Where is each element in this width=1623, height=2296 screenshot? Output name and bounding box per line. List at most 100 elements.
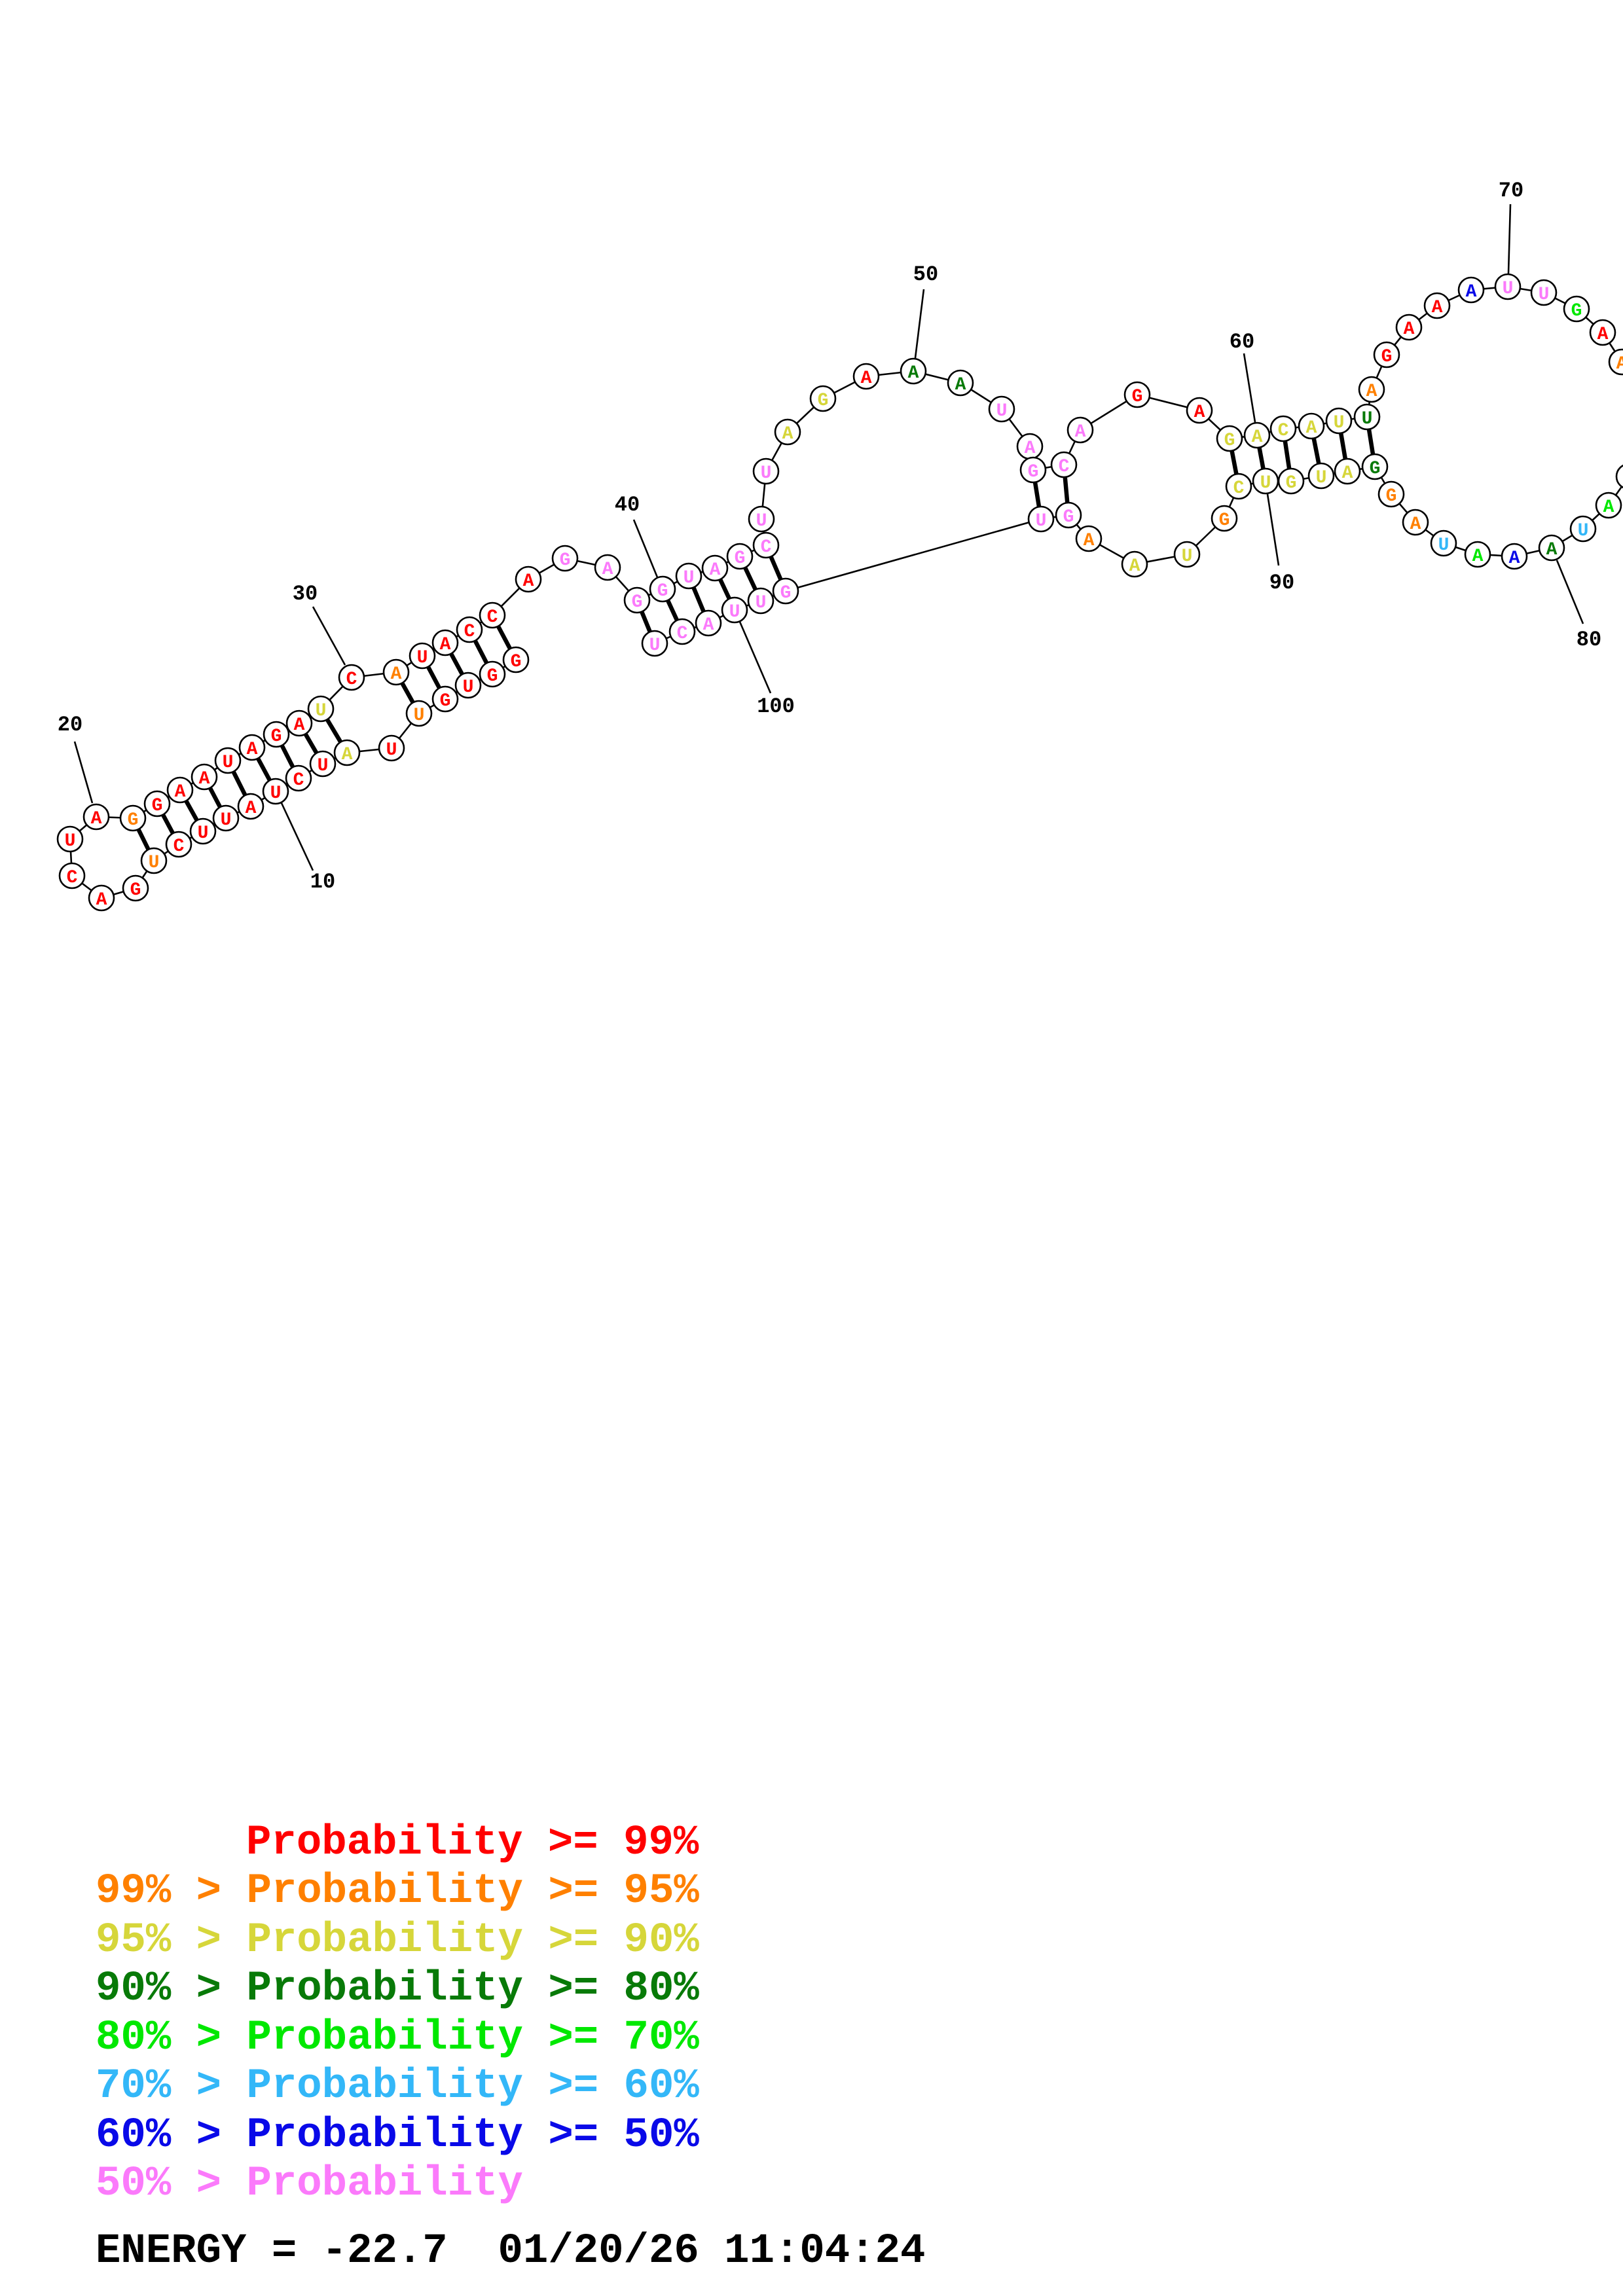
label-pointer-line-80 bbox=[1556, 560, 1584, 624]
nucleotide-base-51: A bbox=[955, 375, 966, 395]
legend-row-prob-60-70: 70% > Probability >= 60% bbox=[96, 2063, 699, 2110]
energy-timestamp-text: ENERGY = -22.7 01/20/26 11:04:24 bbox=[96, 2228, 926, 2275]
position-label-10: 10 bbox=[310, 870, 335, 894]
nucleotide-base-63: U bbox=[1334, 413, 1345, 433]
nucleotide-base-81: A bbox=[1509, 548, 1520, 569]
nucleotide-circle-8 bbox=[309, 750, 337, 778]
legend-row-prob-95-99: 99% > Probability >= 95% bbox=[96, 1868, 699, 1915]
nucleotide-base-91: C bbox=[1233, 478, 1245, 499]
nucleotide-circle-22 bbox=[143, 790, 171, 817]
nucleotide-base-86: G bbox=[1370, 459, 1381, 479]
nucleotide-circle-98 bbox=[772, 577, 799, 605]
nucleotide-circle-87 bbox=[1334, 457, 1361, 485]
nucleotide-circle-102 bbox=[668, 618, 696, 645]
nucleotide-circle-64 bbox=[1353, 403, 1381, 431]
nucleotide-circle-49 bbox=[852, 363, 880, 390]
nucleotide-base-33: A bbox=[440, 635, 451, 655]
nucleotide-circle-60 bbox=[1243, 422, 1271, 449]
nucleotide-circle-39 bbox=[623, 586, 651, 614]
label-pointer-line-100 bbox=[739, 621, 772, 694]
position-label-60: 60 bbox=[1230, 330, 1254, 354]
nucleotide-base-5: U bbox=[414, 706, 425, 726]
nucleotide-base-16: G bbox=[130, 880, 141, 901]
nucleotide-circle-66 bbox=[1373, 341, 1400, 368]
position-label-90: 90 bbox=[1269, 571, 1294, 595]
nucleotide-base-50: A bbox=[908, 363, 919, 384]
nucleotide-circle-83 bbox=[1430, 529, 1457, 557]
nucleotide-circle-42 bbox=[701, 554, 729, 582]
nucleotide-circle-23 bbox=[166, 776, 194, 804]
nucleotide-circle-45 bbox=[748, 505, 775, 533]
legend-row-prob-80-90: 90% > Probability >= 80% bbox=[96, 1965, 699, 2013]
nucleotide-circle-61 bbox=[1269, 415, 1297, 442]
nucleotide-base-22: G bbox=[152, 796, 163, 816]
nucleotide-base-88: U bbox=[1316, 468, 1327, 488]
nucleotide-base-36: A bbox=[523, 571, 534, 592]
nucleotide-base-10: U bbox=[270, 783, 282, 804]
nucleotide-circle-55 bbox=[1050, 451, 1078, 478]
nucleotide-circle-90 bbox=[1252, 467, 1279, 495]
nucleotide-base-78: A bbox=[1603, 497, 1614, 518]
nucleotide-base-94: A bbox=[1129, 556, 1140, 577]
nucleotide-base-12: U bbox=[221, 810, 232, 831]
nucleotide-circle-32 bbox=[409, 642, 436, 670]
nucleotide-base-19: U bbox=[65, 831, 76, 852]
legend-row-prob-lt-50: 50% > Probability bbox=[96, 2161, 523, 2208]
label-pointer-line-40 bbox=[632, 519, 659, 578]
nucleotide-base-90: U bbox=[1260, 473, 1271, 493]
nucleotide-base-17: A bbox=[96, 890, 107, 910]
nucleotide-base-65: A bbox=[1366, 382, 1377, 402]
nucleotide-base-103: U bbox=[649, 636, 661, 656]
nucleotide-base-93: U bbox=[1182, 547, 1193, 567]
backbone-segment-97-98 bbox=[785, 518, 1042, 592]
nucleotide-base-83: U bbox=[1438, 535, 1450, 556]
nucleotide-base-92: G bbox=[1219, 511, 1230, 531]
nucleotide-base-26: A bbox=[247, 740, 258, 760]
label-pointer-line-10 bbox=[280, 802, 314, 871]
nucleotide-circle-28 bbox=[285, 709, 313, 737]
nucleotide-circle-56 bbox=[1067, 416, 1094, 444]
nucleotide-circle-97 bbox=[1027, 505, 1055, 533]
nucleotide-circle-16 bbox=[122, 874, 149, 902]
position-label-100: 100 bbox=[757, 694, 795, 719]
nucleotide-base-79: U bbox=[1578, 521, 1589, 541]
nucleotide-base-24: A bbox=[199, 769, 210, 789]
nucleotide-base-60: A bbox=[1252, 427, 1263, 448]
nucleotide-base-68: A bbox=[1432, 298, 1443, 318]
nucleotide-base-102: C bbox=[677, 624, 688, 644]
nucleotide-base-15: U bbox=[149, 853, 160, 873]
nucleotide-circle-10 bbox=[262, 778, 289, 805]
label-pointer-line-90 bbox=[1266, 493, 1280, 566]
nucleotide-circle-14 bbox=[165, 831, 192, 858]
nucleotide-base-14: C bbox=[173, 836, 185, 857]
nucleotide-circle-36 bbox=[515, 565, 542, 593]
nucleotide-base-48: G bbox=[818, 391, 829, 411]
nucleotide-base-18: C bbox=[67, 868, 78, 888]
nucleotide-base-8: U bbox=[318, 756, 329, 776]
nucleotide-circle-100 bbox=[721, 596, 748, 624]
nucleotide-circle-1 bbox=[502, 646, 530, 673]
nucleotide-base-101: A bbox=[703, 615, 714, 636]
nucleotide-circle-69 bbox=[1457, 276, 1485, 304]
nucleotide-base-41: U bbox=[684, 568, 695, 588]
nucleotide-circle-30 bbox=[338, 664, 365, 691]
nucleotide-circle-101 bbox=[695, 609, 722, 637]
nucleotide-base-44: C bbox=[761, 537, 772, 558]
nucleotide-circle-103 bbox=[641, 630, 668, 657]
nucleotide-base-27: G bbox=[271, 726, 282, 747]
nucleotide-circle-3 bbox=[454, 672, 482, 699]
nucleotide-circle-81 bbox=[1501, 543, 1528, 570]
nucleotide-circle-68 bbox=[1423, 292, 1451, 319]
nucleotide-circle-15 bbox=[140, 847, 168, 874]
nucleotide-base-57: G bbox=[1132, 387, 1143, 407]
nucleotide-base-59: G bbox=[1224, 431, 1235, 451]
nucleotide-circle-37 bbox=[551, 545, 579, 572]
nucleotide-base-100: U bbox=[729, 602, 740, 622]
nucleotide-circle-26 bbox=[238, 734, 266, 761]
nucleotide-circle-95 bbox=[1075, 525, 1103, 552]
nucleotide-base-82: A bbox=[1472, 547, 1484, 567]
nucleotide-circle-27 bbox=[263, 721, 290, 748]
nucleotide-base-56: A bbox=[1075, 422, 1086, 442]
